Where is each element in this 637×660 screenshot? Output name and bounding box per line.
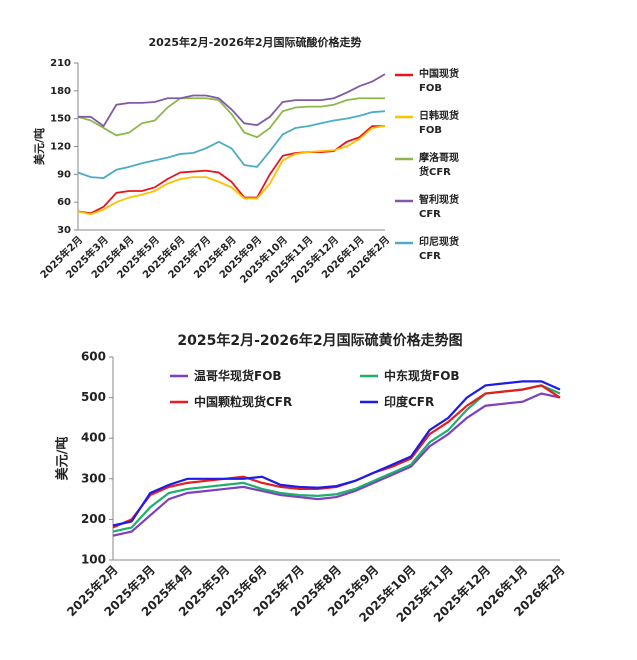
- line: [112, 380, 561, 527]
- legend-label: 中国颗粒现货CFR: [194, 395, 293, 409]
- line: [77, 97, 385, 139]
- y-tick-label: 210: [50, 58, 71, 69]
- line: [78, 73, 386, 128]
- legend-label: 中东现货FOB: [384, 369, 460, 383]
- legend-label: 中国现货 FOB: [419, 69, 459, 94]
- y-tick-label: 60: [57, 197, 71, 208]
- line: [77, 125, 386, 216]
- y-axis-label: 美元/吨: [55, 437, 71, 481]
- legend-label: 智利现货 CFR: [419, 195, 459, 220]
- y-tick-label: 500: [81, 390, 106, 404]
- y-tick-label: 200: [81, 512, 106, 526]
- y-tick-label: 90: [57, 169, 71, 180]
- y-tick-label: 300: [81, 471, 106, 485]
- line: [112, 384, 561, 533]
- chart-title: 2025年2月-2026年2月国际硫黄价格走势图: [177, 332, 462, 349]
- chart-title: 2025年2月-2026年2月国际硫酸价格走势: [148, 35, 361, 49]
- y-tick-label: 180: [50, 86, 71, 97]
- legend-label: 印度CFR: [384, 395, 435, 409]
- y-tick-label: 600: [81, 350, 106, 364]
- y-tick-label: 150: [50, 114, 71, 125]
- line: [112, 384, 561, 529]
- y-tick-label: 100: [81, 553, 106, 567]
- y-tick-label: 30: [57, 225, 71, 236]
- line: [77, 125, 385, 215]
- legend-label: 印尼现货 CFR: [419, 237, 459, 262]
- line: [77, 110, 386, 179]
- y-tick-label: 120: [50, 142, 71, 153]
- y-axis-label: 美元/吨: [32, 128, 46, 165]
- y-tick-label: 400: [81, 431, 106, 445]
- legend-label: 日韩现货 FOB: [419, 111, 459, 136]
- legend-label: 摩洛哥现 货CFR: [419, 153, 459, 178]
- legend-label: 温哥华现货FOB: [194, 369, 282, 383]
- line: [112, 392, 561, 537]
